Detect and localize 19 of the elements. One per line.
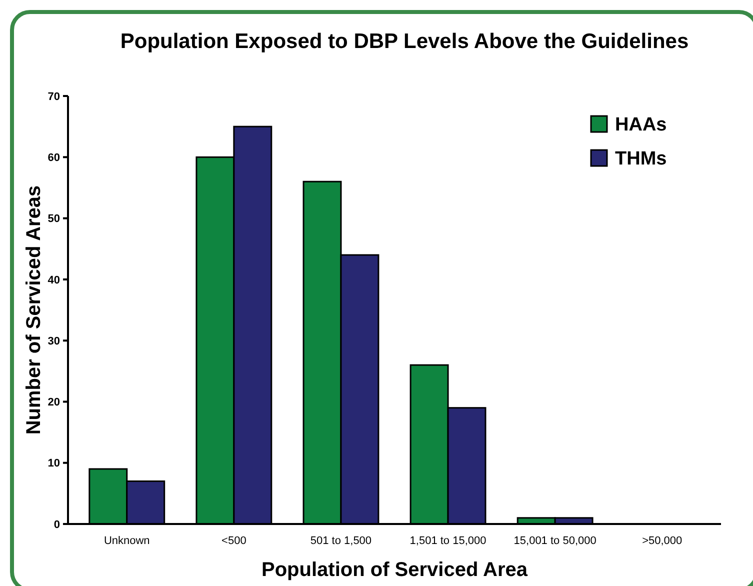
y-tick-label: 20 (48, 396, 60, 409)
x-tick-label: <500 (222, 535, 246, 547)
legend-label: THMs (615, 148, 667, 170)
chart-title: Population Exposed to DBP Levels Above the Guidelines (120, 30, 689, 53)
y-tick-label: 10 (48, 458, 60, 470)
x-tick-label: 1,501 to 15,000 (410, 535, 486, 547)
x-tick-label: Unknown (104, 535, 150, 547)
y-tick-label: 70 (48, 90, 60, 103)
y-tick-label: 40 (48, 274, 60, 286)
x-tick-label: >50,000 (642, 535, 682, 547)
x-tick-label: 15,001 to 50,000 (514, 535, 596, 547)
y-tick-label: 30 (48, 335, 60, 348)
x-axis-title: Population of Serviced Area (262, 559, 528, 581)
y-tick-label: 0 (54, 518, 60, 531)
y-axis-title: Number of Serviced Areas (23, 185, 45, 435)
x-tick-label: 501 to 1,500 (310, 535, 372, 547)
legend-label: HAAs (615, 114, 667, 136)
y-tick-label: 60 (48, 152, 60, 164)
y-tick-label: 50 (48, 213, 60, 226)
